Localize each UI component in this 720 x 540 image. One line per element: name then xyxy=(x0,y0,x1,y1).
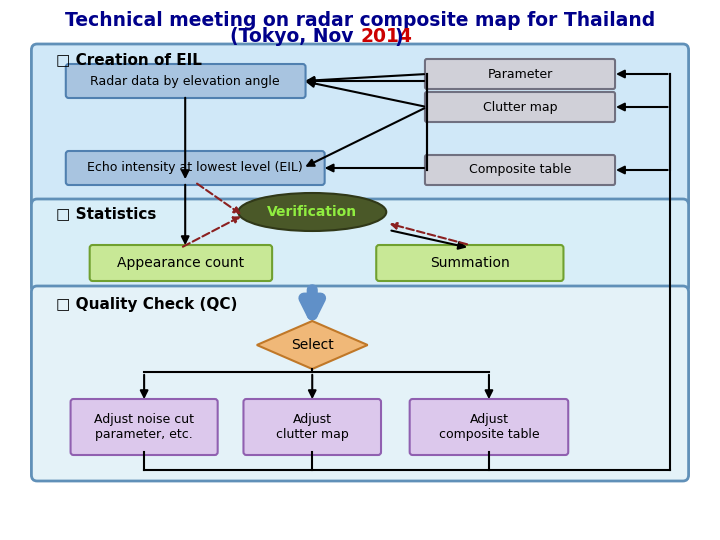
Text: Adjust
clutter map: Adjust clutter map xyxy=(276,413,348,441)
FancyBboxPatch shape xyxy=(425,59,615,89)
Text: □ Quality Check (QC): □ Quality Check (QC) xyxy=(56,298,238,313)
Text: □ Statistics: □ Statistics xyxy=(56,206,157,221)
FancyBboxPatch shape xyxy=(243,399,381,455)
FancyBboxPatch shape xyxy=(32,199,688,293)
Text: Parameter: Parameter xyxy=(487,68,553,80)
Text: Adjust noise cut
parameter, etc.: Adjust noise cut parameter, etc. xyxy=(94,413,194,441)
Text: Summation: Summation xyxy=(430,256,510,270)
Text: Adjust
composite table: Adjust composite table xyxy=(438,413,539,441)
Text: Clutter map: Clutter map xyxy=(482,100,557,113)
Text: Composite table: Composite table xyxy=(469,164,571,177)
FancyBboxPatch shape xyxy=(32,44,688,208)
FancyBboxPatch shape xyxy=(90,245,272,281)
FancyBboxPatch shape xyxy=(66,151,325,185)
Text: Radar data by elevation angle: Radar data by elevation angle xyxy=(91,75,280,87)
FancyBboxPatch shape xyxy=(32,286,688,481)
FancyBboxPatch shape xyxy=(377,245,564,281)
FancyBboxPatch shape xyxy=(410,399,568,455)
Text: (Tokyo, Nov: (Tokyo, Nov xyxy=(230,28,360,46)
Text: Echo intensity at lowest level (EIL): Echo intensity at lowest level (EIL) xyxy=(87,161,302,174)
Text: Verification: Verification xyxy=(267,205,357,219)
Text: Appearance count: Appearance count xyxy=(117,256,245,270)
Text: □ Creation of EIL: □ Creation of EIL xyxy=(56,52,202,68)
Text: Technical meeting on radar composite map for Thailand: Technical meeting on radar composite map… xyxy=(65,10,655,30)
Text: ): ) xyxy=(395,28,403,46)
FancyBboxPatch shape xyxy=(425,155,615,185)
FancyBboxPatch shape xyxy=(71,399,217,455)
FancyBboxPatch shape xyxy=(425,92,615,122)
Text: Select: Select xyxy=(291,338,333,352)
Text: 2014: 2014 xyxy=(360,28,412,46)
Ellipse shape xyxy=(238,193,386,231)
Polygon shape xyxy=(257,321,368,369)
FancyBboxPatch shape xyxy=(66,64,305,98)
